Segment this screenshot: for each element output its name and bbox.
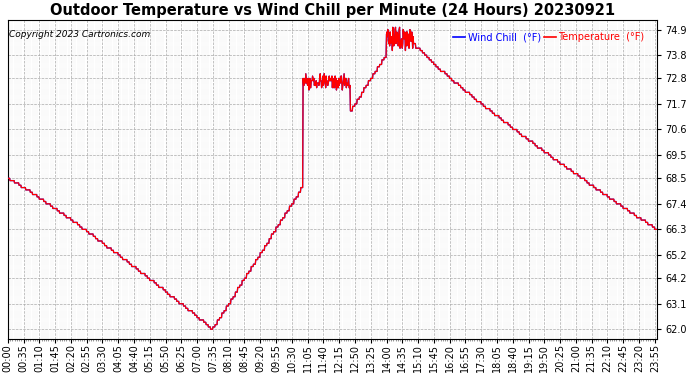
Title: Outdoor Temperature vs Wind Chill per Minute (24 Hours) 20230921: Outdoor Temperature vs Wind Chill per Mi… <box>50 3 615 18</box>
Legend: Wind Chill  (°F), Temperature  (°F): Wind Chill (°F), Temperature (°F) <box>449 28 649 46</box>
Text: Copyright 2023 Cartronics.com: Copyright 2023 Cartronics.com <box>9 30 150 39</box>
